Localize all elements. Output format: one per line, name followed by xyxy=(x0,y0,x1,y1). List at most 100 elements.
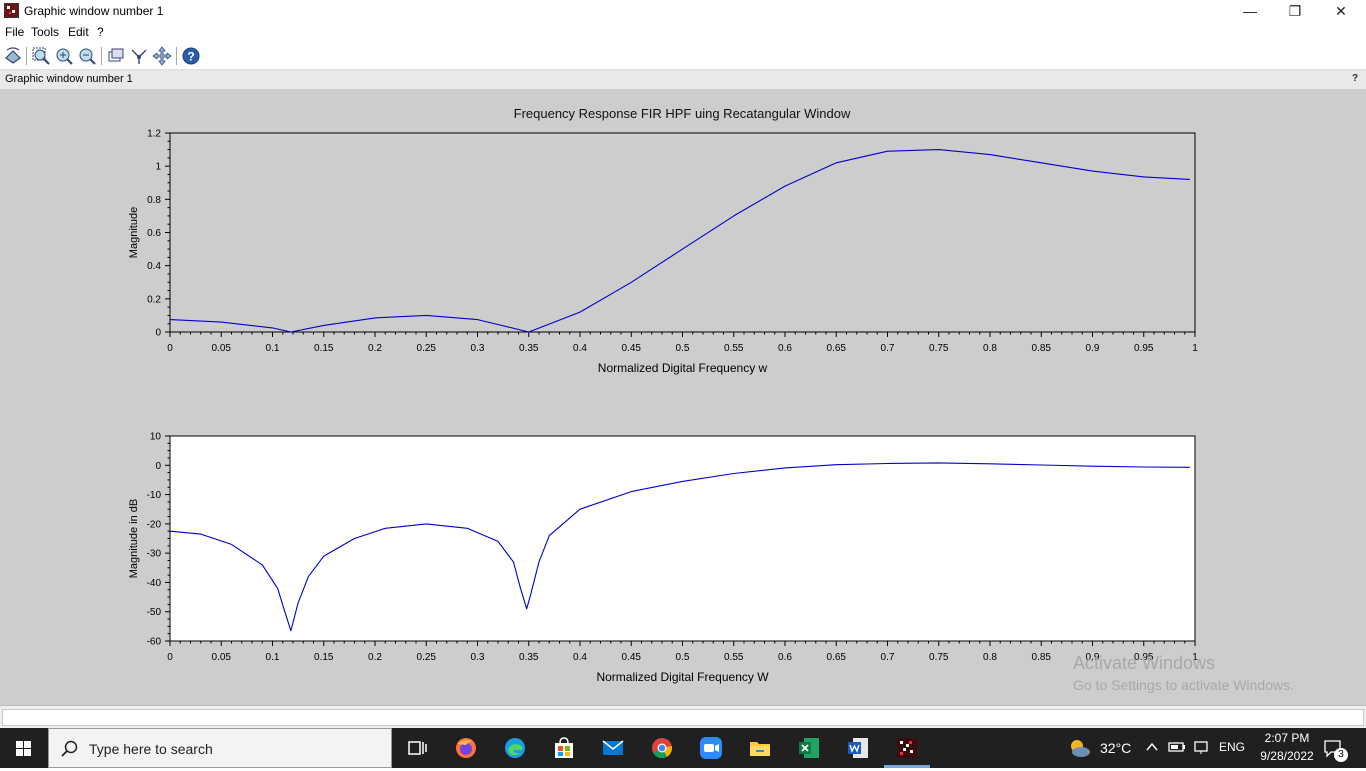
scilab-app-icon xyxy=(4,3,19,18)
excel-icon[interactable] xyxy=(797,736,821,760)
x-tick-label: 0.6 xyxy=(778,343,792,354)
info-bar: Graphic window number 1 ? xyxy=(0,70,1366,89)
toolbar-separator xyxy=(176,47,177,65)
x-tick-label: 0 xyxy=(167,652,173,663)
y-tick-label: -60 xyxy=(147,637,162,648)
pan-icon[interactable] xyxy=(152,46,172,66)
x-tick-label: 0.25 xyxy=(417,652,437,663)
notification-badge: 3 xyxy=(1334,748,1348,762)
x-tick-label: 0.95 xyxy=(1134,652,1154,663)
network-icon[interactable] xyxy=(1193,739,1209,758)
search-placeholder: Type here to search xyxy=(89,741,213,757)
zoom-icon[interactable] xyxy=(699,736,723,760)
mail-icon[interactable] xyxy=(601,736,625,760)
x-tick-label: 0.3 xyxy=(471,652,485,663)
x-tick-label: 0.65 xyxy=(827,343,847,354)
x-tick-label: 0 xyxy=(167,343,173,354)
magnitude-plot: 0 0.05 0.1 0.15 0.2 0.25 0.3 0.35 0.4 0.45 0.5 0.55… xyxy=(128,129,1198,376)
x-tick-label: 0.8 xyxy=(983,652,997,663)
rotate-icon[interactable] xyxy=(3,46,23,66)
x-tick-label: 0.15 xyxy=(314,343,334,354)
x-tick-label: 0.95 xyxy=(1134,343,1154,354)
x-tick-label: 0.1 xyxy=(266,652,280,663)
x-tick-label: 0.5 xyxy=(676,652,690,663)
menu-tools[interactable]: Tools xyxy=(31,25,60,39)
datatip-icon[interactable] xyxy=(129,46,149,66)
x-tick-label: 0.55 xyxy=(724,343,744,354)
x-tick-label: 0.55 xyxy=(724,652,744,663)
chrome-icon[interactable] xyxy=(650,736,674,760)
store-icon[interactable] xyxy=(552,736,576,760)
y-axis-label: Magnitude in dB xyxy=(128,499,140,579)
y-tick-label: 0.4 xyxy=(147,261,161,272)
clock-date[interactable]: 9/28/2022 xyxy=(1260,749,1314,763)
x-tick-label: 0.35 xyxy=(519,343,539,354)
zoom-out-icon[interactable] xyxy=(77,46,97,66)
info-help-button[interactable]: ? xyxy=(1352,73,1359,84)
status-bar xyxy=(0,705,1366,728)
chevron-up-icon[interactable] xyxy=(1145,740,1159,757)
figure-canvas[interactable]: Frequency Response FIR HPF uing Recatang… xyxy=(0,89,1366,705)
x-tick-label: 0.75 xyxy=(929,652,949,663)
edge-icon[interactable] xyxy=(503,736,527,760)
y-axis-label: Magnitude xyxy=(128,207,140,258)
y-tick-label: 10 xyxy=(150,432,162,443)
title-bar: Graphic window number 1 — ❐ ✕ xyxy=(0,0,1366,22)
plot-area xyxy=(169,435,1196,642)
x-axis-label: Normalized Digital Frequency w xyxy=(598,361,768,375)
zoom-area-icon[interactable] xyxy=(31,46,51,66)
close-button[interactable]: ✕ xyxy=(1335,3,1347,19)
menu-bar: File Tools Edit ? xyxy=(0,22,1366,42)
task-view-icon[interactable] xyxy=(405,736,429,760)
y-tick-label: 1.2 xyxy=(147,129,161,140)
word-icon[interactable] xyxy=(846,736,870,760)
restore-button[interactable]: ❐ xyxy=(1288,3,1302,19)
menu-edit[interactable]: Edit xyxy=(68,25,89,39)
x-axis-label: Normalized Digital Frequency W xyxy=(596,670,769,684)
notification-icon[interactable] xyxy=(1323,738,1343,761)
toolbar: ? xyxy=(0,42,1366,70)
search-icon xyxy=(61,740,78,757)
y-tick-label: 0.6 xyxy=(147,228,161,239)
plot-area xyxy=(169,132,1196,333)
language-indicator[interactable]: ENG xyxy=(1219,740,1246,754)
y-tick-label: -20 xyxy=(147,519,162,530)
start-button[interactable] xyxy=(0,728,48,768)
file-explorer-icon[interactable] xyxy=(748,736,772,760)
x-tick-label: 0.4 xyxy=(573,652,587,663)
y-tick-label: 0 xyxy=(155,461,161,472)
weather-temperature[interactable]: 32°C xyxy=(1100,740,1132,756)
window-title: Graphic window number 1 xyxy=(24,4,164,18)
x-tick-label: 0.05 xyxy=(212,652,232,663)
weather-icon[interactable] xyxy=(1066,736,1092,760)
toolbar-separator xyxy=(26,47,27,65)
x-tick-label: 1 xyxy=(1192,652,1198,663)
minimize-button[interactable]: — xyxy=(1243,3,1257,19)
x-tick-label: 0.6 xyxy=(778,652,792,663)
battery-icon[interactable] xyxy=(1168,740,1186,757)
y-tick-label: -50 xyxy=(147,607,162,618)
x-tick-label: 0.2 xyxy=(368,343,382,354)
zoom-in-icon[interactable] xyxy=(54,46,74,66)
menu-file[interactable]: File xyxy=(5,25,25,39)
taskbar-search-box[interactable]: Type here to search xyxy=(48,728,392,768)
select-figure-icon[interactable] xyxy=(106,46,126,66)
x-tick-label: 0.2 xyxy=(368,652,382,663)
firefox-icon[interactable] xyxy=(454,736,478,760)
x-tick-label: 0.05 xyxy=(212,343,232,354)
scilab-icon[interactable] xyxy=(895,736,919,760)
activate-windows-title: Activate Windows xyxy=(1073,653,1216,673)
x-tick-label: 0.35 xyxy=(519,652,539,663)
series-line xyxy=(169,462,1190,632)
clock-time[interactable]: 2:07 PM xyxy=(1264,731,1310,745)
help-icon[interactable]: ? xyxy=(181,46,201,66)
x-tick-label: 0.4 xyxy=(573,343,587,354)
figure-title: Frequency Response FIR HPF uing Recatang… xyxy=(514,106,851,121)
status-field xyxy=(2,709,1364,726)
series-line xyxy=(169,149,1190,333)
svg-text:?: ? xyxy=(187,50,194,64)
x-tick-label: 1 xyxy=(1192,343,1198,354)
activate-windows-subtitle: Go to Settings to activate Windows. xyxy=(1073,677,1294,693)
x-tick-label: 0.5 xyxy=(676,343,690,354)
menu-help[interactable]: ? xyxy=(97,25,104,39)
